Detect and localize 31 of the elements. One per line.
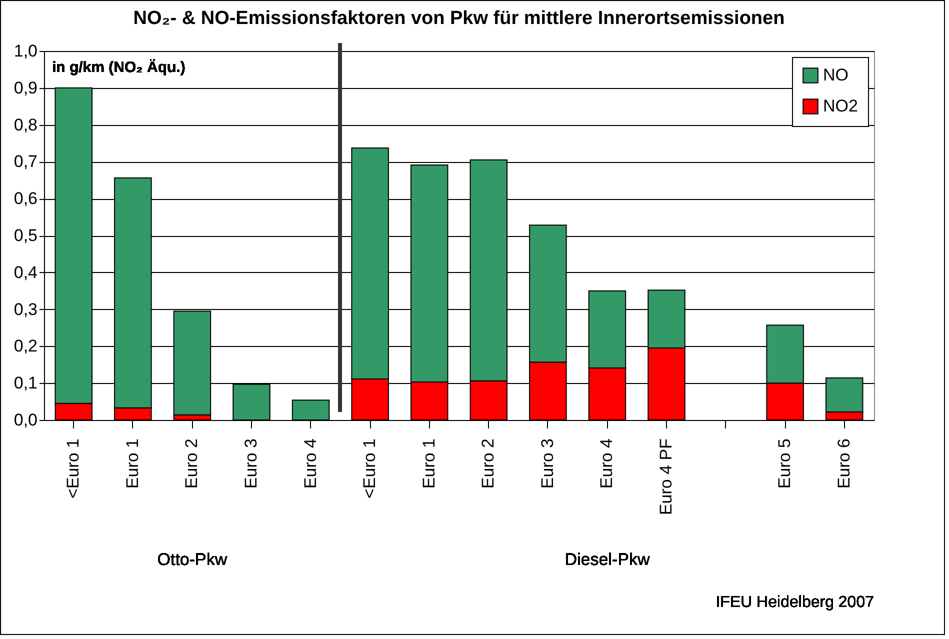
y-tick-label: 0,0: [14, 410, 38, 430]
y-tick-label: 0,4: [14, 262, 38, 282]
y-tick-label: 0,9: [14, 78, 38, 98]
chart-title: NO₂- & NO-Emissionsfaktoren von Pkw für mittlere Innerortsemissionen: [133, 8, 785, 29]
x-tick-label: <Euro 1: [360, 438, 380, 499]
legend-label: NO: [823, 66, 848, 84]
x-tick-label: Euro 3: [242, 438, 260, 489]
text: Diesel-Pkw: [564, 550, 650, 569]
x-tick-label: Euro 4: [597, 438, 616, 489]
x-tick-label: <Euro 1: [64, 438, 83, 499]
y-tick-label: 0,3: [14, 300, 38, 319]
y-tick-label: 0,8: [14, 115, 38, 134]
annotation: in g/km (NO₂ Äqu.): [52, 59, 186, 76]
x-tick-label: Euro 4 PF: [656, 438, 676, 516]
legend-label: NO2: [823, 96, 858, 116]
y-tick-label: 0,5: [14, 226, 38, 245]
x-tick-label: Euro 3: [538, 438, 557, 489]
text: Otto-Pkw: [157, 550, 228, 569]
x-tick-label: Euro 1: [122, 438, 142, 489]
x-tick-label: Euro 5: [775, 438, 794, 489]
y-tick-label: 0,6: [14, 189, 38, 208]
x-tick-label: Euro 2: [478, 438, 498, 489]
x-tick-label: Euro 6: [834, 438, 854, 489]
x-tick-label: Euro 1: [419, 438, 438, 489]
y-tick-label: 0,7: [14, 152, 38, 172]
x-tick-label: Euro 4: [300, 438, 320, 489]
y-tick-label: 0,2: [14, 336, 38, 356]
y-tick-label: 0,1: [14, 374, 38, 393]
text: IFEU Heidelberg 2007: [716, 594, 874, 611]
x-tick-label: Euro 2: [182, 438, 202, 489]
y-tick-label: 1,0: [14, 42, 38, 60]
